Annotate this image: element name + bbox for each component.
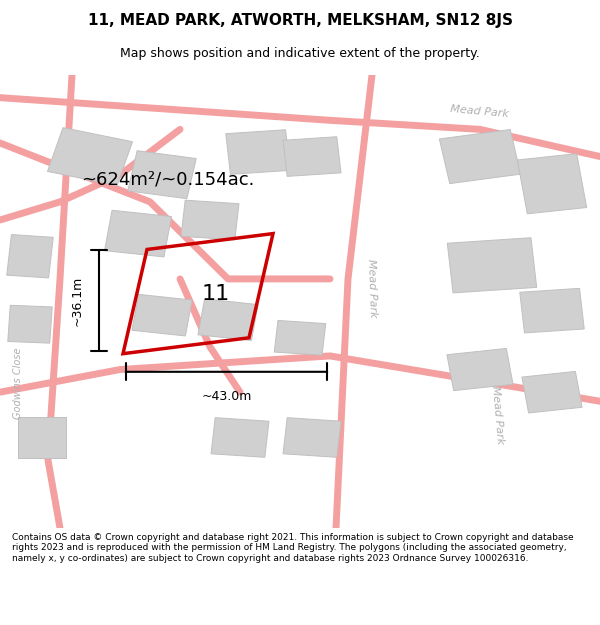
Polygon shape (520, 288, 584, 333)
Polygon shape (7, 234, 53, 278)
Polygon shape (447, 348, 513, 391)
Text: Contains OS data © Crown copyright and database right 2021. This information is : Contains OS data © Crown copyright and d… (12, 533, 574, 562)
Polygon shape (283, 418, 341, 457)
Text: Mead Park: Mead Park (366, 258, 378, 318)
Polygon shape (47, 127, 133, 186)
Polygon shape (447, 238, 537, 293)
Polygon shape (522, 371, 582, 413)
Polygon shape (517, 154, 587, 214)
Polygon shape (8, 305, 52, 343)
Text: Mead Park: Mead Park (490, 385, 506, 444)
Text: Godwins Close: Godwins Close (13, 348, 23, 419)
Text: ~36.1m: ~36.1m (71, 275, 84, 326)
Text: Map shows position and indicative extent of the property.: Map shows position and indicative extent… (120, 48, 480, 61)
Polygon shape (274, 321, 326, 355)
Polygon shape (226, 130, 290, 174)
Polygon shape (439, 129, 521, 184)
Text: ~624m²/~0.154ac.: ~624m²/~0.154ac. (82, 170, 254, 188)
Text: ~43.0m: ~43.0m (202, 390, 251, 403)
Polygon shape (128, 151, 196, 199)
Text: Mead Park: Mead Park (451, 104, 509, 119)
Polygon shape (181, 200, 239, 240)
Polygon shape (211, 418, 269, 457)
Polygon shape (198, 299, 258, 341)
Polygon shape (283, 137, 341, 176)
Polygon shape (132, 294, 192, 336)
Polygon shape (104, 210, 172, 257)
Text: 11, MEAD PARK, ATWORTH, MELKSHAM, SN12 8JS: 11, MEAD PARK, ATWORTH, MELKSHAM, SN12 8… (88, 14, 512, 29)
Polygon shape (18, 417, 66, 458)
Text: 11: 11 (202, 284, 230, 304)
